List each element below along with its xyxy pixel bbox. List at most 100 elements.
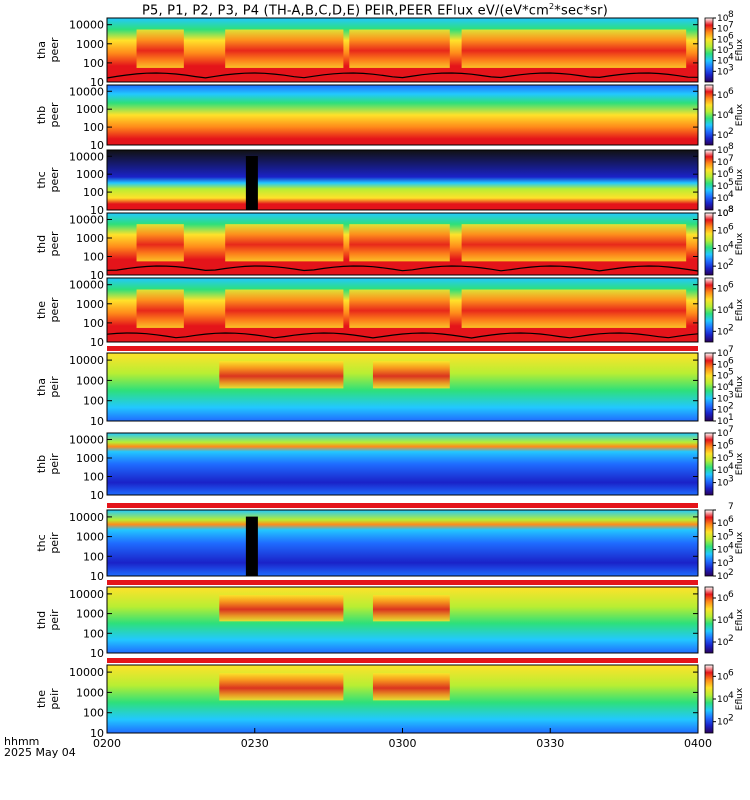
colorbar-tick-exp: 4	[728, 240, 734, 250]
colorbar-tick-exp: 4	[728, 53, 734, 63]
colorbar-tick-exp: 5	[728, 368, 734, 378]
x-tick-label: 0330	[536, 737, 564, 750]
colorbar-tick-exp: 2	[728, 714, 734, 724]
y-tick-label: 1000	[76, 168, 104, 181]
y-tick-label: 10000	[69, 433, 104, 446]
y-tick-label: 10000	[69, 666, 104, 679]
colorbar-tick-label: 10	[717, 227, 729, 237]
panel-probe-label: thc	[35, 534, 48, 551]
colorbar-tick-exp: 4	[728, 542, 734, 552]
panel-species-label: peir	[48, 609, 61, 631]
title-suffix: *sec*sr)	[554, 3, 608, 19]
panel-species-label: peer	[48, 37, 61, 63]
colorbar	[704, 509, 714, 577]
colorbar-tick-label: 10	[717, 327, 729, 337]
colorbar-label: Eflux	[735, 168, 745, 191]
hot-plasma-interval	[461, 289, 687, 328]
colorbar-tick-label: 10	[717, 695, 729, 705]
colorbar-tick-label: 10	[717, 441, 729, 451]
y-tick-label: 10	[90, 415, 104, 428]
panel-frame	[106, 17, 699, 83]
colorbar	[704, 149, 714, 211]
colorbar-tick-label: 10	[717, 479, 729, 489]
x-tick-label: 0200	[93, 737, 121, 750]
y-tick-label: 10	[90, 269, 104, 282]
colorbar-tick-label: 10	[717, 131, 729, 141]
potential-line	[106, 332, 699, 339]
hot-plasma-interval	[225, 289, 344, 328]
colorbar	[704, 212, 714, 276]
colorbar-tick-exp: 6	[728, 223, 734, 233]
panel-frame	[106, 509, 699, 577]
x-tick-label: 0230	[241, 737, 269, 750]
mode-flag-strip	[107, 658, 698, 663]
y-tick-label: 100	[83, 470, 104, 483]
y-tick-label: 100	[83, 395, 104, 408]
colorbar-tick-label: 10	[717, 306, 729, 316]
panel-species-label: peir	[48, 688, 61, 710]
panel-probe-label: tha	[35, 378, 48, 396]
colorbar-tick-exp: 8	[728, 205, 734, 215]
hot-plasma-interval	[349, 289, 450, 328]
hot-plasma-interval	[219, 361, 344, 389]
colorbar-tick-label: 10	[717, 559, 729, 569]
colorbar-label: Eflux	[735, 608, 745, 631]
hot-plasma-interval	[136, 289, 184, 328]
y-tick-label: 1000	[76, 374, 104, 387]
y-tick-label: 1000	[76, 452, 104, 465]
colorbar	[704, 17, 714, 83]
hot-plasma-interval	[225, 29, 344, 68]
panel-probe-label: thd	[35, 611, 48, 629]
mode-flag-strip	[107, 580, 698, 585]
y-tick-label: 10	[90, 336, 104, 349]
colorbar-tick-label: 10	[717, 519, 729, 529]
colorbar-label: Eflux	[735, 452, 745, 475]
colorbar-tick-exp: 6	[728, 166, 734, 176]
colorbar-tick-label: 10	[717, 718, 729, 728]
colorbar-tick-exp: 7	[728, 21, 734, 31]
colorbar-label: Eflux	[735, 38, 745, 61]
hot-plasma-interval	[219, 594, 344, 622]
hot-plasma-interval	[461, 29, 687, 68]
y-tick-label: 1000	[76, 232, 104, 245]
colorbar	[704, 84, 714, 146]
colorbar-tick-exp: 6	[728, 668, 734, 678]
colorbar-tick-label: 10	[717, 466, 729, 476]
colorbar-tick-label: 10	[717, 285, 729, 295]
y-tick-label: 10000	[69, 588, 104, 601]
colorbar-tick-label: 10	[717, 170, 729, 180]
colorbar-tick-exp: 2	[728, 568, 734, 578]
colorbar-tick-exp: 8	[728, 142, 734, 152]
colorbar-label: Eflux	[735, 531, 745, 554]
colorbar-tick-exp: 4	[728, 612, 734, 622]
mode-flag-strip	[107, 503, 698, 508]
y-tick-label: 100	[83, 121, 104, 134]
colorbar-tick-label: 10	[717, 46, 729, 56]
colorbar-tick-exp: 8	[728, 205, 734, 215]
y-tick-label: 1000	[76, 38, 104, 51]
y-tick-label: 10	[90, 204, 104, 217]
panel-frame	[106, 352, 699, 422]
colorbar-tick-exp: 5	[728, 178, 734, 188]
colorbar-tick-exp: 2	[728, 323, 734, 333]
colorbar-tick-label: 10	[717, 25, 729, 35]
colorbar-tick-exp: 4	[728, 302, 734, 312]
panel-species-label: peer	[48, 231, 61, 257]
y-tick-label: 100	[83, 317, 104, 330]
colorbar-tick-exp: 4	[728, 462, 734, 472]
colorbar-tick-exp: 2	[728, 634, 734, 644]
colorbar-tick-label: 10	[717, 572, 729, 582]
colorbar-tick-label: 10	[717, 35, 729, 45]
colorbar-tick-label: 10	[717, 546, 729, 556]
y-tick-label: 100	[83, 550, 104, 563]
colorbar-tick-label: 10	[717, 672, 729, 682]
colorbar-tick-exp: 2	[728, 402, 734, 412]
time-axis-footer: hhmm 2025 May 04	[4, 736, 76, 758]
panel-species-label: peer	[48, 102, 61, 128]
panel-frame	[106, 277, 699, 343]
y-tick-label: 100	[83, 707, 104, 720]
